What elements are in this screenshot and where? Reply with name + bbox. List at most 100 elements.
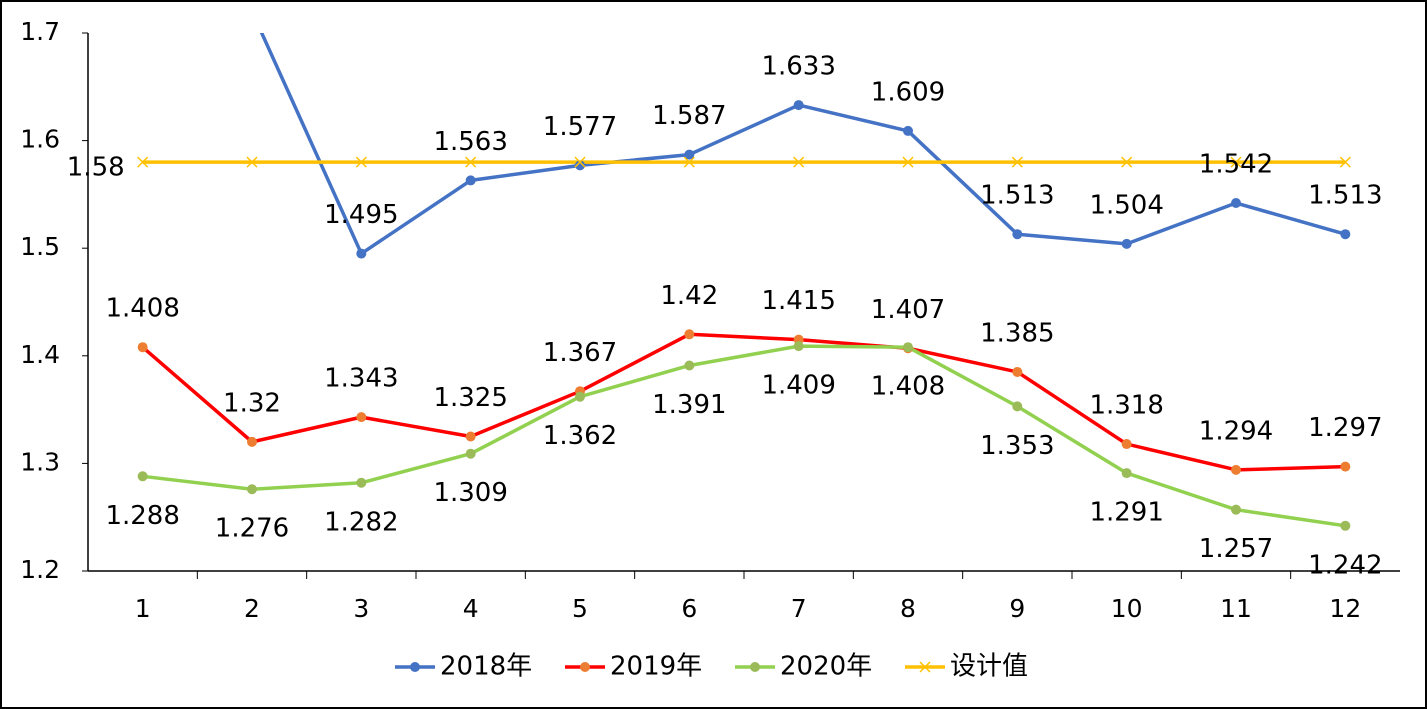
marker — [356, 412, 367, 423]
x-tick-label: 4 — [463, 594, 479, 623]
data-label: 1.563 — [433, 127, 507, 157]
series-line — [142, 344, 1346, 528]
y-tick-label: 1.2 — [20, 555, 60, 584]
marker — [1231, 464, 1241, 475]
marker — [1230, 156, 1242, 168]
marker — [1012, 229, 1023, 240]
data-label: 1.343 — [324, 364, 398, 394]
marker — [247, 436, 257, 447]
data-label: 1.325 — [433, 383, 507, 413]
marker — [793, 341, 804, 352]
legend-marker — [919, 661, 931, 673]
marker — [246, 156, 258, 168]
marker — [1231, 504, 1241, 515]
marker — [137, 342, 148, 353]
y-tick-label: 1.3 — [20, 447, 60, 476]
data-label: 1.367 — [543, 338, 617, 368]
marker — [1340, 229, 1351, 240]
marker — [793, 156, 805, 168]
data-label: 1.633 — [761, 52, 835, 82]
marker — [465, 448, 476, 459]
marker — [684, 360, 695, 371]
data-label: 1.291 — [1089, 498, 1163, 528]
x-tick-label: 1 — [135, 594, 151, 623]
y-tick-label: 1.7 — [20, 17, 60, 46]
marker — [1121, 439, 1132, 450]
legend-label: 设计值 — [950, 652, 1028, 682]
marker — [903, 125, 913, 136]
data-label: 1.587 — [652, 101, 726, 131]
y-tick-label: 1.4 — [20, 340, 60, 369]
data-label: 1.32 — [223, 388, 281, 418]
y-tick-label: 1.6 — [20, 125, 60, 154]
data-label: 1.353 — [980, 431, 1054, 461]
data-label: 1.513 — [1308, 181, 1382, 211]
marker — [793, 100, 804, 111]
x-tick-label: 6 — [681, 594, 697, 623]
marker — [356, 477, 367, 488]
marker — [1121, 238, 1132, 249]
x-tick-label: 12 — [1329, 594, 1361, 623]
legend-label: 2019年 — [610, 652, 702, 682]
marker — [1012, 366, 1023, 377]
legend-marker — [750, 662, 760, 672]
x-tick-label: 8 — [900, 594, 916, 623]
data-label: 1.288 — [105, 501, 179, 531]
marker — [1340, 520, 1351, 531]
marker — [684, 329, 695, 340]
marker — [465, 156, 477, 168]
marker — [1121, 468, 1132, 479]
data-label: 1.276 — [215, 514, 289, 544]
marker — [574, 156, 586, 168]
data-label: 1.257 — [1199, 534, 1273, 564]
data-label: 1.609 — [871, 77, 945, 107]
plot — [141, 33, 1346, 528]
marker — [247, 484, 257, 495]
legend-label: 2018年 — [440, 652, 532, 682]
data-label: 1.242 — [1308, 550, 1382, 580]
marker — [684, 149, 695, 160]
data-label: 1.391 — [652, 390, 726, 420]
data-label: 1.408 — [105, 294, 179, 324]
x-tick-label: 5 — [572, 594, 588, 623]
marker — [356, 248, 367, 259]
x-tick-label: 2 — [244, 594, 260, 623]
marker — [903, 342, 913, 353]
x-tick-label: 10 — [1111, 594, 1143, 623]
data-label: 1.362 — [543, 421, 617, 451]
marker — [355, 156, 367, 168]
data-label: 1.58 — [67, 153, 125, 183]
marker — [1231, 198, 1241, 209]
data-label: 1.297 — [1308, 413, 1382, 443]
data-label: 1.577 — [543, 112, 617, 142]
marker — [1340, 461, 1351, 472]
marker — [575, 391, 585, 402]
marker — [137, 471, 148, 482]
marker — [1012, 401, 1023, 412]
x-tick-label: 11 — [1220, 594, 1252, 623]
legend-marker — [580, 662, 590, 672]
marker — [683, 156, 695, 168]
series-line — [141, 332, 1346, 472]
marker — [465, 175, 476, 186]
data-label: 1.318 — [1089, 391, 1163, 421]
data-label: 1.504 — [1089, 190, 1163, 220]
data-label: 1.542 — [1199, 150, 1273, 180]
y-tick-label: 1.5 — [20, 232, 60, 261]
x-tick-label: 7 — [791, 594, 807, 623]
data-label: 1.309 — [433, 478, 507, 508]
legend-marker — [410, 662, 420, 672]
marker — [575, 160, 585, 171]
data-label: 1.513 — [980, 181, 1054, 211]
data-label: 1.409 — [761, 371, 835, 401]
marker — [1339, 156, 1351, 168]
data-label: 1.407 — [871, 295, 945, 325]
x-tick-label: 9 — [1009, 594, 1025, 623]
marker — [137, 156, 149, 168]
data-label: 1.415 — [761, 286, 835, 316]
data-label: 1.495 — [324, 200, 398, 230]
marker — [465, 431, 476, 442]
marker — [1121, 156, 1133, 168]
